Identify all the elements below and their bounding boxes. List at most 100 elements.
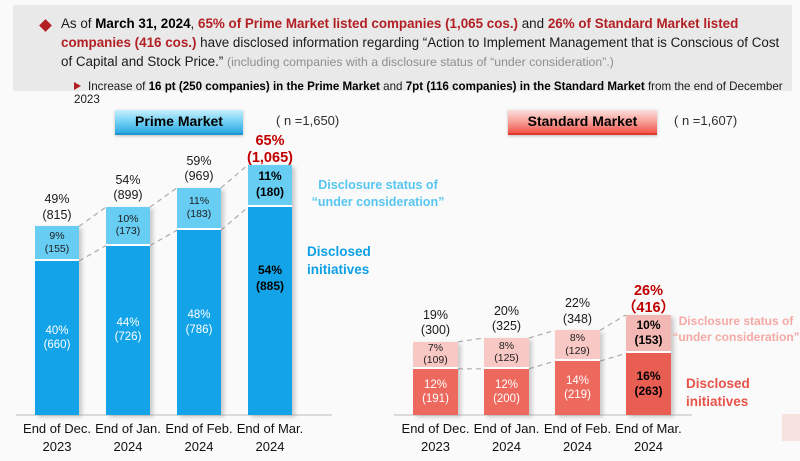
- summary-text: As of March 31, 2024, 65% of Prime Marke…: [61, 14, 787, 72]
- total-label: 22% (348): [530, 296, 626, 327]
- stacked-bar: 11% (183) 48% (786): [177, 187, 221, 415]
- value-label-line: （416）: [621, 299, 676, 316]
- value-label-line: (899): [113, 188, 143, 203]
- value-label-line: 14%: [565, 374, 590, 387]
- under-consideration-segment: 8% (129): [555, 330, 600, 362]
- text-segment: 65% of Prime Market listed companies (1,…: [198, 16, 519, 31]
- text-segment: Increase of: [88, 80, 149, 93]
- increase-note-line: Increase of 16 pt (250 companies) in the…: [74, 80, 794, 106]
- value-label-line: 11%: [258, 169, 282, 184]
- final-total-label: 65% (1,065): [222, 133, 318, 167]
- value-label-line: (300): [420, 323, 451, 338]
- value-label-line: 49%: [44, 192, 70, 207]
- stacked-bar: 11% (180) 54% (885): [248, 164, 292, 415]
- value-label-line: (786): [185, 323, 213, 336]
- under-consideration-segment: 9% (155): [35, 226, 79, 261]
- value-label-line: 26%: [633, 282, 664, 299]
- axis-label-line: End of Dec.: [23, 421, 91, 436]
- value-label-line: 54%: [115, 172, 141, 187]
- final-total-label: 26% （416）: [601, 283, 697, 317]
- diamond-bullet-icon: [39, 19, 52, 32]
- disclosed-segment: 12% (191): [413, 368, 458, 415]
- disclosed-segment: 14% (219): [555, 361, 600, 415]
- axis-label-line: 2024: [492, 438, 521, 454]
- value-label-line: 19%: [422, 307, 449, 322]
- stacked-bar: 10% (173) 44% (726): [106, 207, 150, 415]
- value-label-line: 10%: [636, 317, 661, 332]
- value-label-line: (726): [114, 331, 142, 344]
- standard-axis-baseline: [394, 414, 692, 416]
- text-segment: and: [518, 16, 548, 31]
- prime-under-consideration-label: Disclosure status of “under consideratio…: [311, 178, 445, 209]
- standard-disclosed-initiatives-label: Disclosed initiatives: [686, 376, 750, 410]
- value-label-line: (219): [564, 389, 591, 402]
- axis-label-line: 2024: [563, 438, 592, 454]
- axis-category-label: End of Mar. 2024: [601, 420, 697, 455]
- value-label-line: 54%: [257, 263, 283, 278]
- trend-dash-line: [599, 352, 627, 362]
- axis-label-line: End of Feb.: [165, 421, 233, 436]
- text-segment: 26% of Standard Market listed companies …: [61, 16, 739, 50]
- value-label-line: (153): [634, 333, 663, 348]
- value-label-line: (125): [494, 352, 519, 365]
- axis-label-line: End of Feb.: [543, 421, 612, 436]
- prime-disclosed-initiatives-label: Disclosed initiatives: [307, 244, 371, 278]
- value-label-line: (815): [42, 207, 72, 222]
- under-consideration-segment: 7% (109): [413, 342, 458, 369]
- axis-label-line: End of Dec.: [401, 421, 470, 436]
- prime-market-badge: Prime Market: [115, 110, 243, 135]
- trend-dash-line: [528, 360, 556, 370]
- text-segment: and: [379, 80, 406, 93]
- under-consideration-segment: 8% (125): [484, 338, 529, 369]
- disclosed-segment: 54% (885): [248, 207, 292, 415]
- value-label-line: 10%: [117, 212, 139, 225]
- text-segment: March 31, 2024: [95, 16, 191, 31]
- axis-category-label: End of Feb. 2024: [530, 420, 626, 455]
- value-label-line: (348): [562, 311, 593, 326]
- stacked-bar: 8% (129) 14% (219): [555, 330, 600, 415]
- text-segment: As of: [61, 16, 96, 31]
- total-label: 19% (300): [388, 308, 484, 339]
- under-consideration-segment: 11% (183): [177, 187, 221, 231]
- arrow-right-icon: [74, 82, 81, 90]
- value-label-line: 16%: [636, 368, 661, 383]
- axis-category-label: End of Feb. 2024: [151, 420, 247, 455]
- disclosed-segment: 40% (660): [35, 260, 79, 415]
- axis-category-label: End of Mar. 2024: [222, 420, 318, 455]
- stacked-bar: 10% (153) 16% (263): [626, 314, 671, 415]
- axis-label-line: End of Jan.: [95, 421, 161, 436]
- increase-note-text: Increase of 16 pt (250 companies) in the…: [74, 80, 783, 106]
- axis-category-label: End of Jan. 2024: [80, 420, 176, 455]
- disclosed-segment: 44% (726): [106, 245, 150, 415]
- value-label-line: (1,065): [247, 149, 293, 166]
- value-label-line: (885): [255, 278, 284, 293]
- under-consideration-segment: 10% (173): [106, 207, 150, 246]
- header-summary-box: As of March 31, 2024, 65% of Prime Marke…: [13, 5, 792, 106]
- value-label-line: (325): [491, 319, 522, 334]
- value-label-line: (180): [255, 184, 284, 199]
- text-segment: ,: [190, 16, 198, 31]
- value-label-line: 48%: [187, 309, 211, 322]
- axis-label-line: 2023: [42, 438, 72, 454]
- value-label-line: 44%: [116, 316, 140, 329]
- value-label-line: (200): [493, 392, 520, 405]
- value-label-line: (155): [44, 242, 70, 255]
- value-label-line: 22%: [564, 296, 591, 311]
- value-label-line: 12%: [423, 378, 448, 391]
- corner-decoration: [782, 414, 800, 441]
- text-segment: (including companies with a disclosure s…: [226, 55, 614, 69]
- axis-label-line: End of Mar.: [236, 421, 304, 436]
- prime-axis-baseline: [16, 414, 332, 416]
- value-label-line: 59%: [186, 153, 212, 168]
- stacked-bar: 8% (125) 12% (200): [484, 338, 529, 415]
- total-label: 54% (899): [80, 173, 176, 204]
- value-label-line: (183): [186, 208, 212, 221]
- value-label-line: 8%: [569, 332, 586, 345]
- value-label-line: 11%: [188, 195, 210, 208]
- disclosed-segment: 12% (200): [484, 368, 529, 415]
- stacked-bar: 7% (109) 12% (191): [413, 342, 458, 415]
- value-label-line: 12%: [494, 378, 519, 391]
- axis-label-line: 2024: [113, 438, 143, 454]
- standard-n-count: ( n =1,607): [674, 113, 738, 128]
- total-label: 20% (325): [459, 304, 555, 335]
